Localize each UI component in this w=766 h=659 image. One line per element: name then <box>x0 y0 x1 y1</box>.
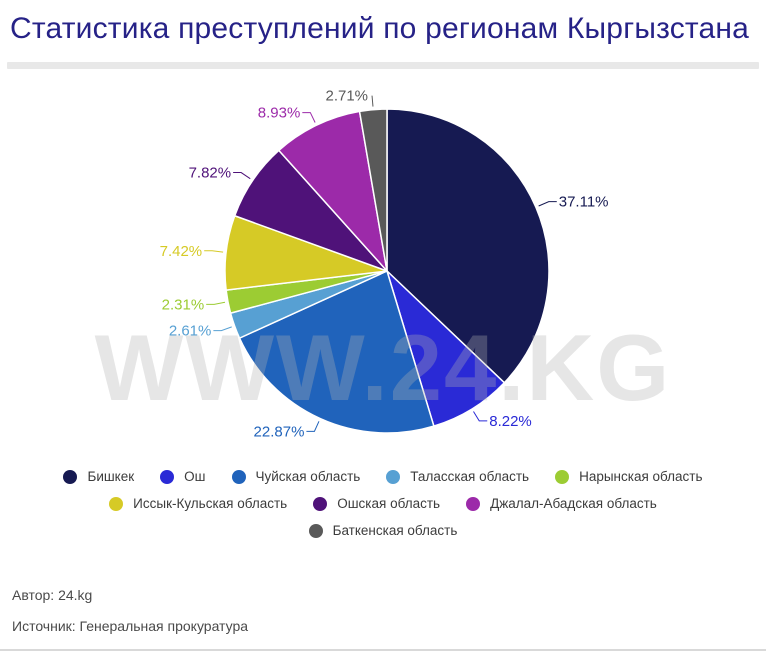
legend-item-label: Чуйская область <box>255 469 361 484</box>
label-leader-line-8 <box>371 95 374 107</box>
legend-item-4: Нарынская область <box>555 469 703 484</box>
chart-legend: Бишкек Ош Чуйская область Таласская область… <box>23 469 743 538</box>
pie-value-label-0: 37.11% <box>559 194 609 211</box>
pie-slice-8 <box>358 108 388 272</box>
pie-slice-0 <box>386 108 550 384</box>
author-line: Автор: 24.kg <box>12 587 93 603</box>
page-title: Статистика преступлений по регионам Кырг… <box>10 12 750 45</box>
legend-item-6: Ошская область <box>313 496 440 511</box>
label-leader-line-4 <box>206 301 226 305</box>
pie-value-label-4: 2.31% <box>162 296 205 313</box>
legend-item-7: Джалал-Абадская область <box>466 496 657 511</box>
label-leader-line-2 <box>306 421 320 432</box>
pie-value-label-5: 7.42% <box>160 243 203 260</box>
legend-dot-icon <box>313 496 328 511</box>
pie-chart-svg: 37.11% 8.22% 22.87% 2.61% 2.31% 7.42% 7.82% 8.9… <box>160 88 609 441</box>
pie-value-label-6: 7.82% <box>189 165 232 182</box>
legend-item-label: Нарынская область <box>579 469 703 484</box>
pie-value-label-2: 22.87% <box>254 423 305 440</box>
legend-dot-icon <box>109 496 124 511</box>
bottom-divider <box>0 649 766 651</box>
pie-value-label-1: 8.22% <box>489 413 532 430</box>
legend-item-3: Таласская область <box>386 469 529 484</box>
legend-item-8: Баткенская область <box>308 523 458 538</box>
title-underline-bar <box>7 62 759 69</box>
pie-value-label-3: 2.61% <box>169 323 212 340</box>
label-leader-line-7 <box>302 112 316 123</box>
legend-item-2: Чуйская область <box>231 469 361 484</box>
legend-dot-icon <box>555 469 570 484</box>
pie-value-label-8: 2.71% <box>325 88 368 105</box>
infographic-page: Статистика преступлений по регионам Кырг… <box>0 10 766 659</box>
pie-value-label-7: 8.93% <box>258 105 301 122</box>
legend-item-1: Ош <box>160 469 206 484</box>
legend-dot-icon <box>308 523 323 538</box>
label-leader-line-3 <box>213 326 232 332</box>
pie-chart-area: 37.11% 8.22% 22.87% 2.61% 2.31% 7.42% 7.82% 8.9… <box>0 77 766 463</box>
legend-dot-icon <box>231 469 246 484</box>
pie-slice-7 <box>278 110 388 272</box>
label-leader-line-6 <box>233 172 251 180</box>
legend-item-0: Бишкек <box>63 469 134 484</box>
legend-item-label: Таласская область <box>410 469 530 484</box>
legend-dot-icon <box>386 469 401 484</box>
source-line: Источник: Генеральная прокуратура <box>12 618 249 634</box>
legend-dot-icon <box>160 469 175 484</box>
label-leader-line-5 <box>204 250 224 253</box>
legend-item-label: Иссык-Кульская область <box>133 496 288 511</box>
legend-item-label: Баткенская область <box>332 523 458 538</box>
label-leader-line-1 <box>473 411 488 422</box>
legend-item-label: Бишкек <box>87 469 135 484</box>
legend-item-label: Джалал-Абадская область <box>490 496 657 511</box>
label-leader-line-0 <box>538 201 557 207</box>
legend-item-label: Ош <box>184 469 206 484</box>
footer: Автор: 24.kg Источник: Генеральная проку… <box>0 587 766 659</box>
legend-dot-icon <box>63 469 78 484</box>
legend-dot-icon <box>466 496 481 511</box>
legend-item-5: Иссык-Кульская область <box>109 496 287 511</box>
pie-slice-2 <box>238 270 435 434</box>
legend-item-label: Ошская область <box>337 496 441 511</box>
